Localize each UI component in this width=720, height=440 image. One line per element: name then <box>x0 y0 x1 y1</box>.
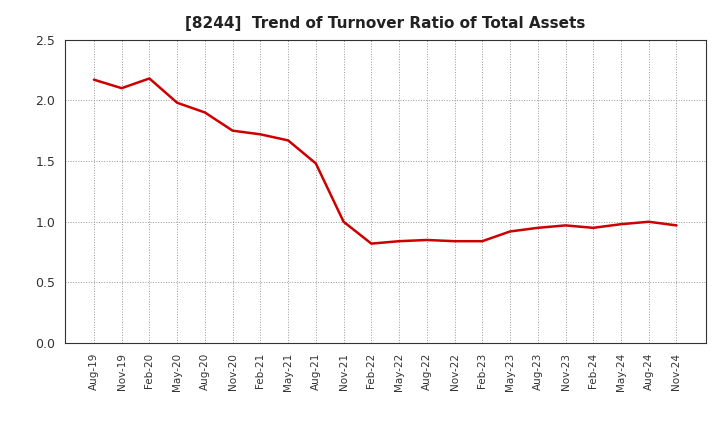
Title: [8244]  Trend of Turnover Ratio of Total Assets: [8244] Trend of Turnover Ratio of Total … <box>185 16 585 32</box>
